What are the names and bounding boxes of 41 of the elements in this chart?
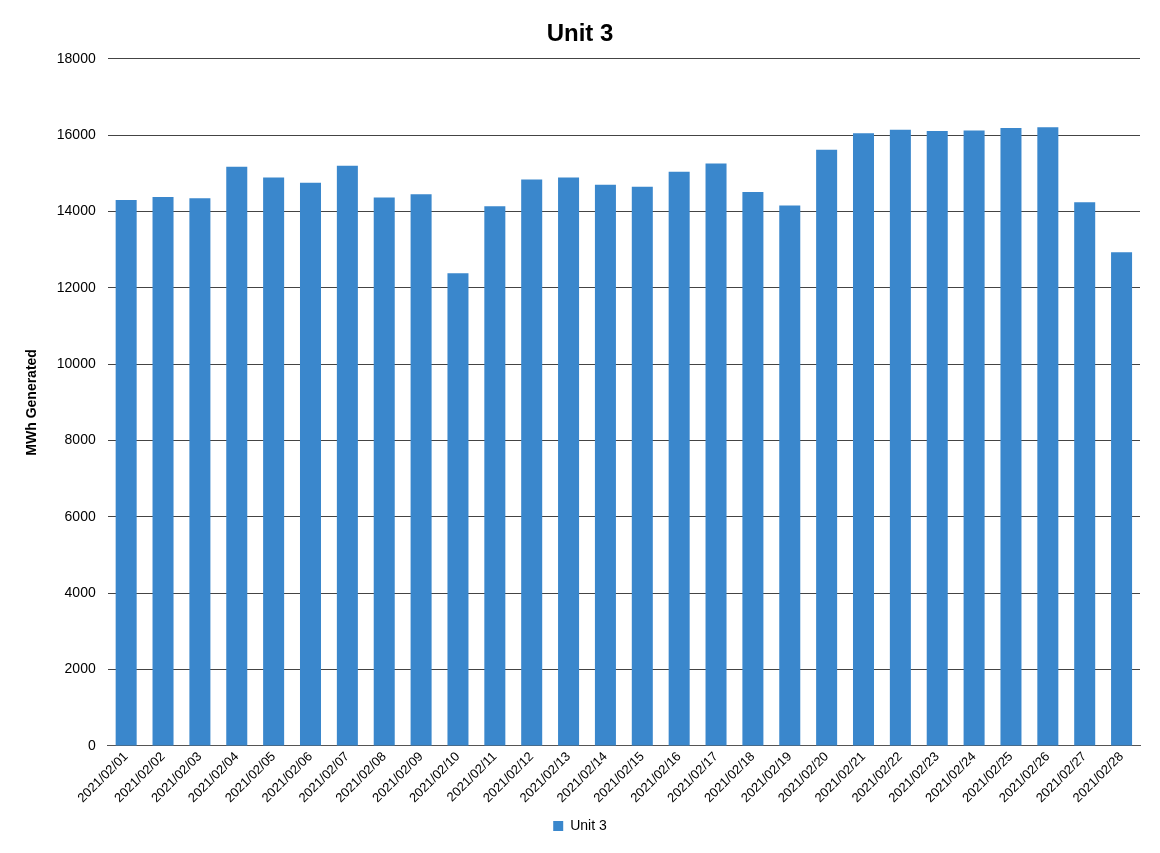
bar [447,273,469,746]
y-axis-title: MWh Generated [23,349,40,456]
bar [410,194,432,746]
bar [963,130,985,746]
bar [336,165,358,746]
bar [889,129,911,746]
y-tick-label: 0 [87,736,96,753]
bar [373,197,395,746]
bar [1000,127,1022,746]
y-tick-label: 2000 [64,660,96,677]
bar [668,171,690,746]
bar [189,198,211,746]
bar [631,186,653,746]
y-tick-label: 8000 [64,431,96,448]
bar [926,130,948,746]
y-tick-label: 14000 [56,202,96,219]
bar [779,205,801,746]
bar [705,163,727,746]
bar [852,133,875,746]
y-tick-label: 16000 [56,126,96,143]
y-tick-label: 18000 [56,49,96,66]
y-tick-label: 6000 [64,507,96,524]
bar [152,197,174,746]
bar [1037,127,1059,746]
bar [484,206,506,746]
bar [558,177,580,746]
bar [115,200,137,746]
bar [263,177,285,746]
bar [594,184,616,746]
bar [742,192,764,746]
legend-label: Unit 3 [570,816,607,833]
y-tick-label: 4000 [64,584,96,601]
bar [226,166,248,746]
bar [1074,202,1096,746]
chart-title: Unit 3 [546,19,614,47]
bar [816,149,838,746]
bar [521,179,543,746]
bar [1111,252,1133,746]
y-tick-label: 10000 [56,355,96,372]
y-tick-label: 12000 [56,278,96,295]
bar [299,182,322,746]
